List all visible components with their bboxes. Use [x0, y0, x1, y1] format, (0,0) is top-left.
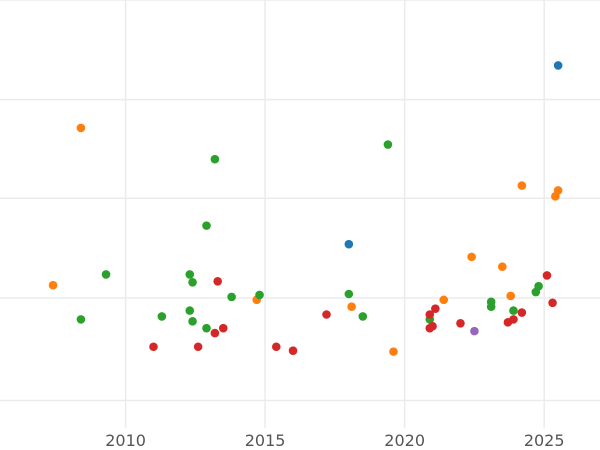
data-point-s3-17: [548, 298, 557, 308]
data-point-s3-7: [322, 310, 331, 319]
series-3: [149, 271, 557, 355]
x-axis-ticks: 2010 2015 2020 2025: [105, 431, 564, 450]
data-point-s2-20: [534, 281, 543, 291]
data-point-s1-4: [551, 192, 560, 201]
data-point-s2-18: [509, 306, 518, 315]
data-point-s2-17: [486, 302, 496, 311]
series-1: [48, 123, 563, 356]
data-point-s2-0: [210, 154, 220, 164]
data-point-s1-8: [439, 295, 449, 305]
data-point-s2-3: [101, 270, 111, 279]
x-tick-label-0: 2010: [105, 431, 146, 450]
data-point-s3-0: [213, 277, 222, 286]
data-point-s1-7: [506, 291, 515, 301]
data-points: [48, 61, 563, 356]
x-tick-label-1: 2015: [245, 431, 286, 450]
data-point-s4-0: [470, 326, 479, 336]
grid-layer: [0, 0, 600, 428]
data-point-s1-2: [517, 181, 527, 190]
data-point-s2-6: [188, 277, 197, 287]
data-point-s1-6: [498, 262, 507, 271]
data-point-s1-11: [389, 347, 398, 356]
data-point-s3-9: [431, 304, 440, 313]
data-point-s1-0: [76, 123, 86, 133]
data-point-s1-1: [48, 280, 58, 290]
data-point-s1-9: [347, 302, 356, 311]
data-point-s3-1: [149, 342, 158, 352]
data-point-s2-13: [202, 323, 211, 333]
data-point-s3-12: [456, 319, 465, 328]
data-point-s2-5: [185, 270, 195, 279]
series-4: [470, 326, 479, 336]
x-tick-label-2: 2020: [384, 431, 425, 450]
data-point-s2-2: [202, 221, 211, 230]
data-point-s3-16: [542, 271, 552, 280]
data-point-s3-4: [210, 328, 220, 338]
data-point-s2-7: [255, 290, 264, 300]
data-point-s3-2: [193, 342, 203, 352]
data-point-s2-8: [227, 292, 236, 302]
data-point-s2-9: [344, 289, 354, 299]
data-point-s2-14: [358, 312, 368, 321]
data-point-s0-1: [344, 239, 354, 249]
data-point-s1-5: [467, 252, 476, 262]
data-point-s3-5: [271, 342, 281, 352]
data-point-s3-6: [288, 346, 298, 355]
data-point-s2-4: [76, 315, 86, 324]
data-point-s2-10: [185, 306, 195, 315]
x-tick-label-3: 2025: [524, 431, 565, 450]
data-point-s3-11: [428, 321, 437, 331]
data-point-s3-3: [218, 323, 228, 333]
data-point-s3-15: [517, 308, 527, 317]
data-point-s3-14: [509, 315, 518, 324]
data-point-s2-12: [188, 317, 197, 326]
data-point-s2-1: [383, 140, 393, 149]
data-point-s2-11: [157, 312, 167, 321]
series-2: [76, 140, 543, 333]
data-point-s3-8: [425, 310, 435, 319]
data-point-s0-0: [553, 61, 563, 70]
series-0: [344, 61, 563, 249]
